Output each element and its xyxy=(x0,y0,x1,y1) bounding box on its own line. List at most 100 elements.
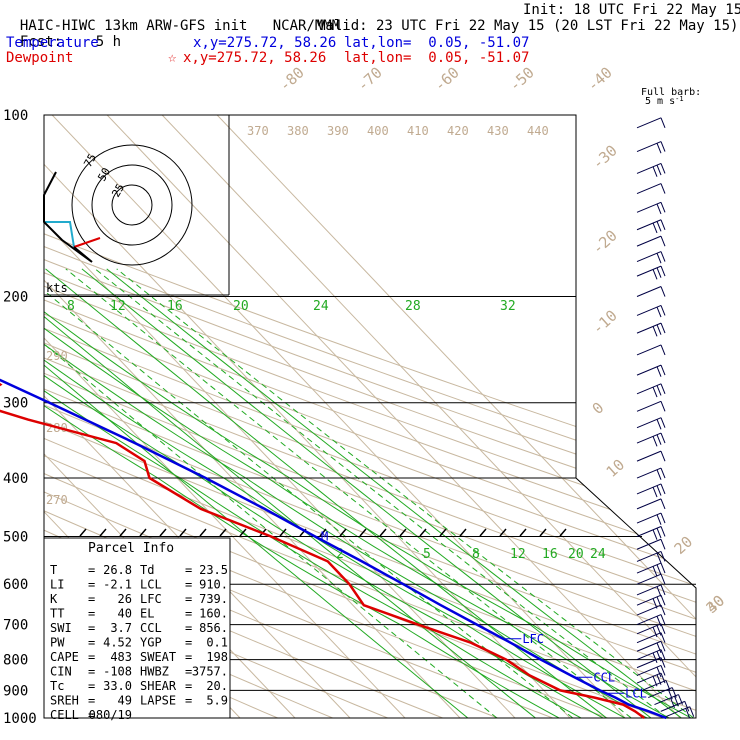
hatch-mark xyxy=(439,528,447,537)
dry-adiabat-line xyxy=(44,115,696,718)
parcel-value: 5.9 xyxy=(206,694,228,708)
wind-barb-flag xyxy=(660,498,666,510)
mixing-ratio-label: 8 xyxy=(67,299,75,314)
parcel-key: CELL xyxy=(50,708,79,722)
wind-barb-flag xyxy=(660,183,666,194)
hatch-mark xyxy=(99,528,107,537)
wind-barb xyxy=(636,400,662,412)
wind-barb xyxy=(636,344,662,356)
wind-barb-flag xyxy=(689,706,695,717)
dewpoint-profile xyxy=(0,382,646,720)
theta-label: 390 xyxy=(327,124,349,138)
sounding-profiles xyxy=(0,378,667,720)
wind-barb-flag xyxy=(652,529,658,540)
mixing-ratio-label: 24 xyxy=(313,299,329,314)
wind-barb-flag xyxy=(660,364,666,376)
hatch-mark xyxy=(559,528,567,537)
dry-adiabat-line xyxy=(44,115,696,718)
wind-barb-flag xyxy=(660,595,666,606)
parcel-eq: = xyxy=(185,694,192,708)
parcel-value: 483 xyxy=(110,650,132,664)
parcel-value: 20. xyxy=(206,679,228,693)
wind-barb xyxy=(636,286,662,297)
hodograph-ring-label: 75 xyxy=(81,152,99,170)
parcel-eq: = xyxy=(88,563,95,577)
mixing-ratio-label: 20 xyxy=(568,547,584,562)
theta-label: 420 xyxy=(447,124,469,138)
wind-barb-flag xyxy=(660,539,666,550)
parcel-info-box: Parcel Info T = 26.8 Td = 23.5 LI = -2.1 LCL = 910. K… xyxy=(43,537,231,722)
hatch-mark xyxy=(239,528,247,537)
parcel-value: 3.7 xyxy=(110,621,132,635)
wind-barb xyxy=(636,573,662,585)
wind-barb-flag xyxy=(656,469,662,480)
wind-barb-flag xyxy=(656,434,662,445)
hodograph-axis-label: kts xyxy=(46,281,68,295)
dry-adiabat-line xyxy=(44,115,696,718)
pressure-tick-label: 100 xyxy=(3,108,28,124)
wind-barb-flag xyxy=(660,665,666,676)
wind-barb-flag xyxy=(660,641,666,652)
mixing-ratio-label: 32 xyxy=(500,299,516,314)
wind-barb-flag xyxy=(660,401,666,412)
isotherm-line xyxy=(44,115,406,718)
hodograph-trace xyxy=(44,221,75,248)
hatch-mark xyxy=(139,528,147,537)
mixing-ratio-label: 12 xyxy=(110,299,126,314)
hatch-mark xyxy=(399,528,407,537)
wind-barb-flag xyxy=(660,623,666,634)
pressure-tick-label: 700 xyxy=(3,618,28,634)
parcel-eq: = xyxy=(88,578,95,592)
isotherm-line xyxy=(216,115,696,718)
plot-border xyxy=(43,114,697,719)
parcel-eq: = xyxy=(185,621,192,635)
dry-adiabat-line xyxy=(44,115,333,718)
wind-barb-flag xyxy=(656,267,662,278)
parcel-box-frame xyxy=(43,537,231,719)
model-title: HAIC-HIWC 13km ARW-GFS init NCAR/MMM xyxy=(19,18,341,34)
wind-barb-flag xyxy=(660,219,666,230)
parcel-value: 198 xyxy=(206,650,228,664)
wind-barb-flag xyxy=(656,252,662,264)
wind-barb-flag xyxy=(660,322,666,334)
isotherm-label: -70 xyxy=(354,63,386,95)
hatch-mark xyxy=(199,528,207,537)
parcel-key: EL xyxy=(140,607,154,621)
isotherm-line xyxy=(44,115,351,718)
hodograph-trace xyxy=(73,237,101,248)
pressure-tick-label: 800 xyxy=(3,653,28,669)
parcel-value: 23.5 xyxy=(199,563,228,577)
parcel-value: 739. xyxy=(199,592,228,606)
theta-label: 400 xyxy=(367,124,389,138)
parcel-value: 33.0 xyxy=(103,679,132,693)
dry-adiabat-line xyxy=(44,115,696,718)
init-time: Init: 18 UTC Fri 22 May 15 xyxy=(523,2,740,18)
wind-barb-flag xyxy=(656,324,662,335)
hatch-mark xyxy=(339,528,347,537)
mean-level-label: M xyxy=(321,529,328,543)
wind-barb-flag xyxy=(660,202,666,213)
mixing-ratio-label: 16 xyxy=(167,299,183,314)
hatch-mark xyxy=(179,528,187,537)
parcel-key: SHEAR xyxy=(140,679,177,693)
level-annotations: ELLFCCCLLCLM xyxy=(321,529,647,700)
parcel-key: SWI xyxy=(50,621,72,635)
wind-barb-flag xyxy=(660,141,666,152)
wind-barb-flag xyxy=(656,306,662,318)
wind-barb-flag xyxy=(660,584,666,596)
wind-barb-flag xyxy=(660,604,666,616)
wind-barb-flag xyxy=(652,486,658,498)
wind-barb xyxy=(636,498,662,510)
parcel-value: 0.1 xyxy=(206,636,228,650)
hodograph-ring xyxy=(71,144,193,266)
wind-barb-flag xyxy=(656,642,662,654)
temperature-legend: Temperature xyxy=(6,35,99,51)
wind-barb-flag xyxy=(656,625,662,636)
parcel-eq: = xyxy=(88,694,95,708)
wind-barb-column: Full barb:5 m s-1 xyxy=(636,87,701,719)
wind-barb-flag xyxy=(656,485,662,496)
wind-barb-flag xyxy=(656,552,662,564)
mixing-ratio-label: 16 xyxy=(542,547,558,562)
wind-barb-flag xyxy=(652,269,658,280)
